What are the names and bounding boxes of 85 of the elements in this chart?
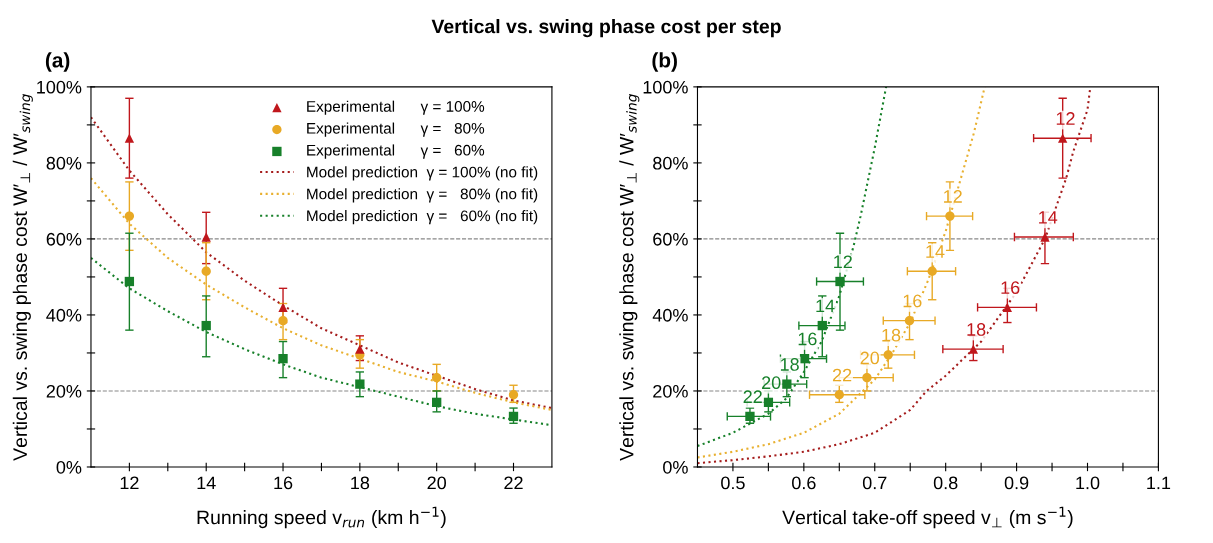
point bbox=[201, 232, 211, 242]
point bbox=[1002, 302, 1013, 312]
x-tick-label: 1.0 bbox=[1076, 476, 1100, 490]
annotation: 12 bbox=[834, 255, 852, 269]
point bbox=[763, 397, 774, 408]
annotation: 18 bbox=[967, 323, 986, 336]
y-tick-label: 0% bbox=[663, 460, 688, 474]
legend-label: Experimental γ = 60% bbox=[307, 144, 485, 159]
x-tick-label: 1.1 bbox=[1147, 476, 1171, 490]
point bbox=[1040, 232, 1050, 242]
point bbox=[355, 379, 365, 389]
annotation: 20 bbox=[762, 376, 781, 390]
point bbox=[835, 276, 845, 287]
y-tick-label: 20% bbox=[46, 384, 82, 398]
point bbox=[432, 373, 442, 383]
point bbox=[124, 211, 135, 221]
point bbox=[278, 302, 288, 312]
annotation: 12 bbox=[944, 190, 962, 203]
y-tick-label: 20% bbox=[653, 384, 688, 398]
point bbox=[508, 390, 519, 400]
y-axis-title: Vertical vs. swing phase cost W′$_{⊥}$ / W′$_{swing}$ bbox=[619, 94, 640, 461]
point bbox=[278, 353, 288, 364]
point bbox=[1058, 133, 1068, 143]
y-axis-title: Vertical vs. swing phase cost W′$_{⊥}$ / W′$_{swing}$ bbox=[12, 94, 33, 461]
point bbox=[968, 344, 978, 354]
point bbox=[782, 379, 792, 389]
y-tick-label: 40% bbox=[652, 308, 688, 322]
x-tick-label: 14 bbox=[197, 476, 216, 490]
x-tick-label: 20 bbox=[427, 476, 447, 490]
legend-label: Model prediction γ = 100% (no fit) bbox=[307, 166, 538, 181]
line-series bbox=[90, 116, 552, 410]
legend-label: Experimental γ = 100% bbox=[307, 100, 485, 115]
point bbox=[945, 211, 955, 221]
annotation: 20 bbox=[860, 351, 880, 365]
legend-label: Experimental γ = 80% bbox=[307, 122, 485, 137]
point bbox=[355, 344, 365, 354]
annotation: 16 bbox=[1001, 281, 1020, 295]
y-tick-label: 0% bbox=[56, 460, 82, 474]
point bbox=[278, 315, 288, 326]
annotation: 14 bbox=[816, 299, 835, 313]
legend-label: Model prediction γ = 80% (no fit) bbox=[307, 188, 538, 203]
point bbox=[927, 266, 937, 276]
x-tick-label: 18 bbox=[351, 476, 370, 490]
point bbox=[124, 133, 135, 143]
x-tick-label: 0.6 bbox=[792, 476, 816, 490]
point bbox=[904, 315, 915, 326]
annotation: 16 bbox=[798, 332, 817, 346]
annotation: 14 bbox=[1039, 211, 1058, 224]
point bbox=[834, 390, 844, 400]
legend-label: Model prediction γ = 60% (no fit) bbox=[307, 210, 538, 225]
chart-title: (b) bbox=[652, 52, 677, 72]
y-tick-label: 100% bbox=[37, 80, 82, 94]
point bbox=[201, 320, 211, 331]
y-tick-label: 100% bbox=[643, 80, 688, 94]
chart-title: (a) bbox=[45, 52, 70, 72]
x-axis-title: Running speed v$_{run}$ (km h$^{−1}$) bbox=[197, 506, 446, 529]
y-tick-label: 80% bbox=[653, 156, 688, 170]
annotation: 18 bbox=[882, 328, 901, 342]
text: Vertical vs. swing phase cost per step bbox=[431, 19, 781, 38]
annotation: 14 bbox=[926, 245, 945, 258]
y-tick-label: 40% bbox=[46, 308, 82, 322]
x-tick-label: 12 bbox=[120, 476, 139, 490]
point bbox=[508, 411, 519, 422]
annotation: 22 bbox=[832, 368, 852, 382]
point bbox=[745, 411, 755, 422]
x-tick-label: 16 bbox=[274, 476, 293, 490]
annotation: 12 bbox=[1056, 112, 1075, 125]
annotation: 22 bbox=[743, 390, 762, 403]
point bbox=[432, 397, 442, 408]
point bbox=[883, 350, 893, 360]
x-tick-label: 22 bbox=[504, 476, 523, 490]
y-tick-label: 80% bbox=[46, 156, 82, 170]
annotation: 16 bbox=[903, 294, 922, 308]
x-axis-title: Vertical take-off speed v$_{⊥}$ (m s$^{−1}$) bbox=[782, 506, 1073, 529]
x-tick-label: 0.8 bbox=[933, 476, 958, 490]
annotation: 18 bbox=[780, 358, 799, 371]
x-tick-label: 0.9 bbox=[1004, 476, 1029, 490]
x-tick-label: 0.5 bbox=[721, 476, 745, 490]
point bbox=[201, 266, 211, 276]
x-tick-label: 0.7 bbox=[862, 476, 887, 490]
y-tick-label: 60% bbox=[653, 232, 688, 246]
point bbox=[862, 373, 872, 383]
y-tick-label: 60% bbox=[46, 232, 82, 246]
point bbox=[124, 276, 135, 287]
point bbox=[817, 320, 827, 331]
